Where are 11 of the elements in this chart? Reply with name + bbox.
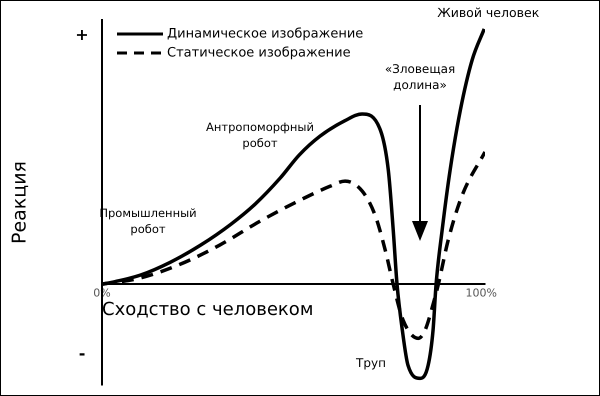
y-axis-title: Реакция (8, 161, 30, 244)
annotation: «Зловещая долина» (384, 62, 456, 92)
x-axis-title: Сходство с человеком (102, 298, 314, 320)
text: - (78, 344, 86, 364)
x-tick-label: 100% (465, 286, 497, 300)
annotation: Живой человек (437, 5, 540, 20)
annotation: Антропоморфный робот (206, 120, 314, 150)
annotation: Труп (355, 356, 386, 370)
legend-label: Статическое изображение (167, 45, 351, 60)
text: + (75, 25, 89, 44)
legend-label: Динамическое изображение (167, 26, 364, 42)
